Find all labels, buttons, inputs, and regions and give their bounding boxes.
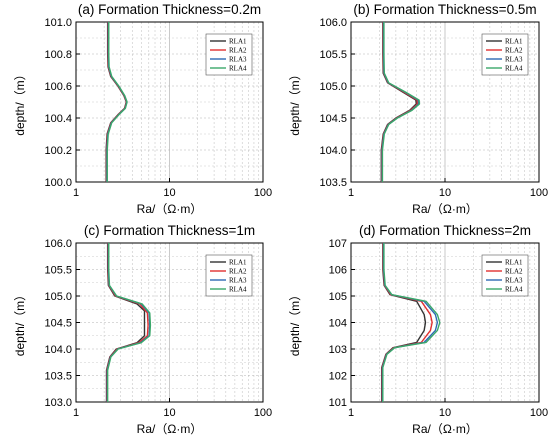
y-axis-label: depth/（m） bbox=[13, 68, 27, 135]
chart-title: (d) Formation Thickness=2m bbox=[359, 223, 531, 238]
x-tick-label: 1 bbox=[73, 187, 79, 199]
y-tick-label: 106 bbox=[329, 265, 347, 277]
legend-label: RLA2 bbox=[229, 268, 247, 276]
chart-title: (c) Formation Thickness=1m bbox=[84, 223, 255, 238]
series-line-rla4 bbox=[106, 22, 128, 182]
y-tick-label: 101 bbox=[329, 397, 347, 409]
x-axis-label: Ra/（Ω·m） bbox=[137, 202, 203, 216]
y-tick-label: 105.0 bbox=[319, 81, 347, 93]
legend-label: RLA2 bbox=[229, 47, 247, 55]
x-tick-label: 100 bbox=[530, 407, 548, 419]
legend-label: RLA3 bbox=[505, 277, 523, 285]
chart-panel-1: 100.0 100.2 100.4 100.6 100.8 101.0 1 10 100 (a) … bbox=[13, 2, 272, 216]
x-tick-label: 100 bbox=[254, 187, 272, 199]
x-tick-label: 1 bbox=[348, 187, 354, 199]
x-tick-label: 10 bbox=[163, 187, 175, 199]
y-tick-label: 102 bbox=[329, 371, 347, 383]
series-line-rla3 bbox=[381, 243, 439, 402]
legend-label: RLA2 bbox=[505, 47, 523, 55]
chart-title: (a) Formation Thickness=0.2m bbox=[78, 2, 261, 17]
y-tick-label: 105 bbox=[329, 291, 347, 303]
chart-panel-2: 103.5 104.0 104.5 105.0 105.5 106.0 1 10 100 (b) … bbox=[288, 2, 548, 216]
legend-label: RLA1 bbox=[505, 38, 523, 46]
y-tick-label: 100.4 bbox=[44, 113, 72, 125]
y-tick-label: 104.5 bbox=[319, 113, 347, 125]
y-tick-label: 106.0 bbox=[319, 17, 347, 29]
legend-label: RLA4 bbox=[505, 286, 523, 294]
series-line-rla4 bbox=[381, 22, 421, 182]
y-tick-label: 100.8 bbox=[44, 49, 72, 61]
series-line-rla4 bbox=[106, 243, 152, 402]
y-tick-label: 104.0 bbox=[44, 344, 72, 356]
y-tick-label: 104.5 bbox=[44, 318, 72, 330]
y-tick-label: 103.5 bbox=[319, 177, 347, 189]
chart-panel-4: 101 102 103 104 105 106 107 1 10 100 (d) Formation… bbox=[288, 223, 548, 436]
x-tick-label: 10 bbox=[163, 407, 175, 419]
y-tick-label: 107 bbox=[329, 238, 347, 250]
y-tick-label: 104.0 bbox=[319, 145, 347, 157]
x-tick-label: 10 bbox=[439, 187, 451, 199]
legend-label: RLA1 bbox=[229, 259, 247, 267]
chart-panel-3: 103.0 103.5 104.0 104.5 105.0 105.5 106.0 1 10 10… bbox=[13, 223, 272, 436]
series-line-rla4 bbox=[382, 243, 441, 402]
x-tick-label: 1 bbox=[348, 407, 354, 419]
y-axis-label: depth/（m） bbox=[288, 68, 302, 135]
x-axis-label: Ra/（Ω·m） bbox=[412, 202, 478, 216]
y-tick-label: 103 bbox=[329, 344, 347, 356]
y-tick-label: 103.5 bbox=[44, 371, 72, 383]
x-tick-label: 100 bbox=[254, 407, 272, 419]
y-tick-label: 105.5 bbox=[44, 265, 72, 277]
legend-label: RLA3 bbox=[229, 56, 247, 64]
legend-label: RLA4 bbox=[229, 286, 247, 294]
y-axis-label: depth/（m） bbox=[288, 289, 302, 356]
legend-label: RLA4 bbox=[505, 65, 523, 73]
x-axis-label: Ra/（Ω·m） bbox=[137, 422, 203, 436]
y-tick-label: 100.2 bbox=[44, 145, 72, 157]
legend-label: RLA4 bbox=[229, 65, 247, 73]
y-tick-label: 105.0 bbox=[44, 291, 72, 303]
x-tick-label: 1 bbox=[73, 407, 79, 419]
x-tick-label: 10 bbox=[439, 407, 451, 419]
chart-title: (b) Formation Thickness=0.5m bbox=[353, 2, 536, 17]
x-axis-label: Ra/（Ω·m） bbox=[412, 422, 478, 436]
y-tick-label: 105.5 bbox=[319, 49, 347, 61]
legend-label: RLA3 bbox=[229, 277, 247, 285]
y-tick-label: 106.0 bbox=[44, 238, 72, 250]
y-axis-label: depth/（m） bbox=[13, 289, 27, 356]
legend-label: RLA3 bbox=[505, 56, 523, 64]
y-tick-label: 100.6 bbox=[44, 81, 72, 93]
y-tick-label: 100.0 bbox=[44, 177, 72, 189]
y-tick-label: 101.0 bbox=[44, 17, 72, 29]
y-tick-label: 104 bbox=[329, 318, 347, 330]
legend-label: RLA1 bbox=[505, 259, 523, 267]
legend-label: RLA1 bbox=[229, 38, 247, 46]
y-tick-label: 103.0 bbox=[44, 397, 72, 409]
legend-label: RLA2 bbox=[505, 268, 523, 276]
x-tick-label: 100 bbox=[530, 187, 548, 199]
